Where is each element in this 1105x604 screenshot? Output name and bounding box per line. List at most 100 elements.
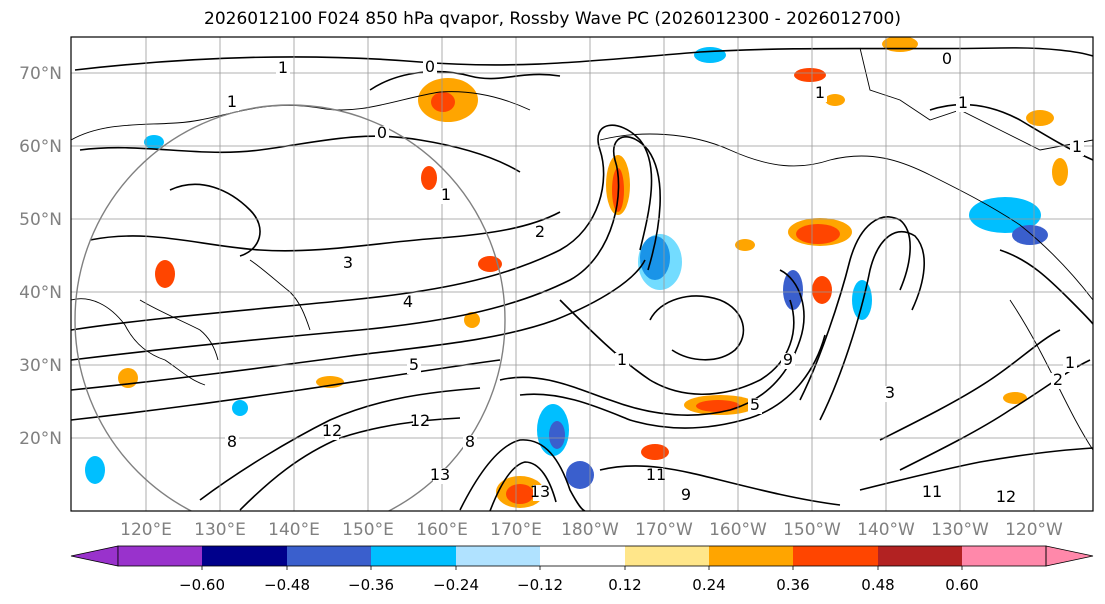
contour-line xyxy=(89,211,561,252)
contour-line xyxy=(859,447,1093,491)
latitude-label: 40°N xyxy=(19,283,62,303)
longitude-label: 170°W xyxy=(635,520,693,540)
contour-label-bg xyxy=(1070,140,1084,156)
contour-line xyxy=(169,183,261,257)
colorbar-segment xyxy=(793,546,878,566)
contour-label: 0 xyxy=(942,49,952,68)
contour-line xyxy=(489,461,557,511)
contour-label: 12 xyxy=(996,487,1016,506)
anomaly-patch xyxy=(1026,110,1054,126)
longitude-label: 140°E xyxy=(268,520,320,540)
contour-line xyxy=(199,387,481,501)
anomaly-patch xyxy=(144,135,164,149)
contour-label: 1 xyxy=(815,83,825,102)
contour-label-bg xyxy=(925,485,939,501)
contour-label-bg xyxy=(1063,356,1077,372)
colorbar-segment xyxy=(709,546,793,566)
contour-label: 2 xyxy=(535,222,545,241)
contour-label-bg xyxy=(276,61,290,77)
anomaly-patch xyxy=(694,47,726,63)
coastline xyxy=(859,47,1093,151)
contour-label: 1 xyxy=(1065,353,1075,372)
contour-label: 8 xyxy=(227,432,237,451)
contour-label-bg xyxy=(956,96,970,112)
contour-label: 0 xyxy=(425,57,435,76)
contour-label: 1 xyxy=(227,92,237,111)
coastlines xyxy=(71,47,1093,451)
contour-label: 3 xyxy=(885,383,895,402)
colorbar-tick-label: 0.12 xyxy=(608,576,641,594)
contour-line xyxy=(799,216,911,401)
coastline xyxy=(71,91,531,141)
colorbar-segment xyxy=(878,546,962,566)
longitude-label: 150°E xyxy=(342,520,394,540)
contour-label-bg xyxy=(407,358,421,374)
contour-label-bg xyxy=(463,435,477,451)
contour-label-bg xyxy=(533,485,547,501)
contour-label-bg xyxy=(781,353,795,369)
contour-label-bg xyxy=(615,353,629,369)
contour-line xyxy=(71,136,661,361)
colorbar-tick-label: 0.48 xyxy=(861,576,894,594)
contour-label: 1 xyxy=(1072,137,1082,156)
anomaly-patch xyxy=(155,260,175,288)
contour-label: 4 xyxy=(403,292,413,311)
coastline xyxy=(599,133,931,176)
longitude-label: 180°W xyxy=(561,520,619,540)
contour-label-bg xyxy=(679,488,693,504)
latitude-labels: 70°N 60°N 50°N 40°N 30°N 20°N xyxy=(19,64,62,449)
contour-line xyxy=(599,465,841,506)
latitude-label: 50°N xyxy=(19,210,62,230)
contour-line xyxy=(879,329,1061,441)
anomaly-patch xyxy=(812,276,832,304)
contour-line xyxy=(559,299,795,395)
longitude-label: 150°W xyxy=(783,520,841,540)
map-frame xyxy=(70,36,1094,512)
longitude-label: 120°E xyxy=(120,520,172,540)
latitude-label: 60°N xyxy=(19,137,62,157)
anomaly-patch xyxy=(796,224,840,244)
contour-label-bg xyxy=(375,126,389,142)
coastline xyxy=(71,298,206,386)
longitude-label: 130°E xyxy=(194,520,246,540)
contour-label: 5 xyxy=(750,395,760,414)
longitude-label: 140°W xyxy=(857,520,915,540)
colorbar-extend-low xyxy=(70,545,119,567)
colorbar-segment xyxy=(202,546,287,566)
contour-line xyxy=(819,230,925,421)
contour-line xyxy=(999,249,1093,325)
contour-label-bg xyxy=(401,295,415,311)
colorbar-tick-label: −0.60 xyxy=(179,576,225,594)
contour-label: 13 xyxy=(530,482,550,501)
contour-label: 8 xyxy=(465,432,475,451)
colorbar-tick-labels: −0.60 −0.48 −0.36 −0.24 −0.12 0.12 0.24 0.36 0.4… xyxy=(179,566,979,594)
anomaly-patch xyxy=(882,37,918,52)
anomaly-patch xyxy=(852,280,872,320)
contour-label: 5 xyxy=(409,355,419,374)
anomaly-patch xyxy=(783,270,803,310)
colorbar-tick-label: −0.24 xyxy=(433,576,479,594)
contour-label: 1 xyxy=(617,350,627,369)
contour-label-bg xyxy=(413,414,427,430)
contour-label-bg xyxy=(813,86,827,102)
coastline xyxy=(1009,299,1093,451)
contour-label: 9 xyxy=(681,485,691,504)
colorbar-tick-label: 0.60 xyxy=(945,576,978,594)
anomaly-patch xyxy=(85,456,105,484)
anomaly-patch xyxy=(431,92,455,112)
contour-label-bg xyxy=(433,468,447,484)
anomaly-patch xyxy=(825,94,845,106)
contour-label: 11 xyxy=(922,482,942,501)
contour-label-bg xyxy=(325,424,339,440)
map-panel xyxy=(71,37,1093,511)
contour-line xyxy=(79,135,521,173)
longitude-label: 160°E xyxy=(416,520,468,540)
latitude-label: 30°N xyxy=(19,356,62,376)
contour-label: 1 xyxy=(958,93,968,112)
contour-line xyxy=(71,259,646,391)
anomaly-patch xyxy=(1012,225,1048,245)
contour-label: 13 xyxy=(430,465,450,484)
anomaly-patch xyxy=(1003,392,1027,404)
anomaly-patch xyxy=(549,421,565,449)
